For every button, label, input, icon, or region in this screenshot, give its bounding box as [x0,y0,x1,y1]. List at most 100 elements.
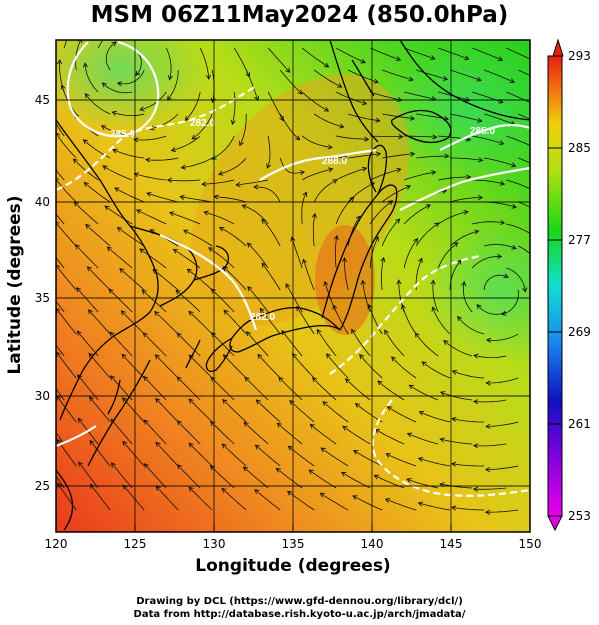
streamline-arrow [384,329,389,335]
streamline [370,135,403,138]
streamline-arrow [474,229,480,235]
streamline-arrow [408,384,414,390]
streamline-arrow [74,244,81,250]
streamline [261,219,281,247]
streamline-arrow [208,247,214,253]
streamline-arrow [398,134,404,140]
colorbar-label: 269 [568,325,591,339]
streamline [486,421,519,427]
streamline-arrow [308,469,314,475]
streamline-arrow [406,478,412,483]
streamline-arrow [121,353,127,359]
streamline [484,157,516,167]
streamline-arrow [45,286,49,291]
streamline-arrow [522,287,528,293]
streamline [301,192,307,225]
colorbar-label: 285 [568,141,591,155]
streamline [56,308,77,335]
streamline-arrow [169,211,175,217]
streamline [404,91,436,100]
streamline [246,331,269,357]
colorbar-label: 253 [568,509,591,523]
y-tick-label: 35 [35,291,50,305]
streamline-arrow [340,471,347,477]
streamline-arrow [245,331,251,337]
streamline-arrow [511,203,517,209]
streamline-arrow [421,361,427,367]
streamline-arrow [218,226,225,232]
streamline [409,384,439,401]
streamline [146,192,179,203]
streamline-arrow [451,416,457,422]
streamline-arrow [434,222,440,228]
streamline-arrow [45,374,49,379]
streamline [188,442,213,467]
streamline [56,122,65,137]
footer-credit-dcl: Drawing by DCL (https://www.gfd-dennou.o… [136,596,463,607]
streamline [56,213,65,225]
streamline-arrow [155,397,161,404]
streamline [472,91,503,103]
streamline [155,354,179,379]
x-tick-label: 150 [519,537,542,551]
streamline [418,457,451,467]
x-tick-label: 135 [282,537,305,551]
streamline [342,425,371,445]
streamline-arrow [351,328,356,334]
streamline [85,93,111,115]
streamline [483,274,509,291]
streamline-arrow [532,145,537,149]
streamline [155,442,179,467]
streamline-arrow [223,309,229,315]
streamline-arrow [484,509,491,515]
streamline [87,266,111,291]
streamline-arrow [77,417,83,423]
streamline [204,211,235,225]
streamline-arrow [543,124,548,128]
streamline [236,179,269,186]
streamline-arrow [349,196,355,202]
streamline-arrow [167,74,173,81]
streamline-arrow [414,332,420,338]
streamline-arrow [354,403,361,408]
streamline-arrow [257,353,263,359]
streamline [279,157,305,174]
streamline [473,399,507,403]
streamline-arrow [111,110,117,116]
streamline-arrow [503,273,509,279]
streamline [136,209,167,225]
streamline [97,40,104,49]
streamline [243,466,269,489]
streamline-arrow [112,148,118,154]
streamline [473,443,507,447]
streamline [140,91,167,111]
streamline [188,486,213,511]
y-tick-label: 30 [35,389,50,403]
streamline-arrow [183,229,189,235]
streamline-arrow [142,332,148,338]
streamline [375,428,405,445]
streamline [56,178,77,203]
streamline [301,135,333,148]
streamline [335,47,366,63]
streamline-arrow [253,184,259,190]
streamline-arrow [477,117,483,123]
streamline-arrow [57,59,63,65]
streamline [381,218,400,247]
streamline [506,91,530,103]
streamline [210,421,235,445]
streamline [415,332,439,357]
streamline [291,237,303,269]
colorbar-label: 261 [568,417,591,431]
streamline [89,396,111,423]
streamline-arrow [122,440,128,446]
streamline-arrow [261,218,267,224]
streamline-arrow [85,223,91,229]
streamline-arrow [472,486,479,492]
streamline [261,262,281,291]
streamline-arrow [247,285,253,292]
streamline-arrow [463,209,469,215]
streamline [117,227,145,247]
streamline-arrow [221,443,227,449]
streamline [391,356,417,379]
